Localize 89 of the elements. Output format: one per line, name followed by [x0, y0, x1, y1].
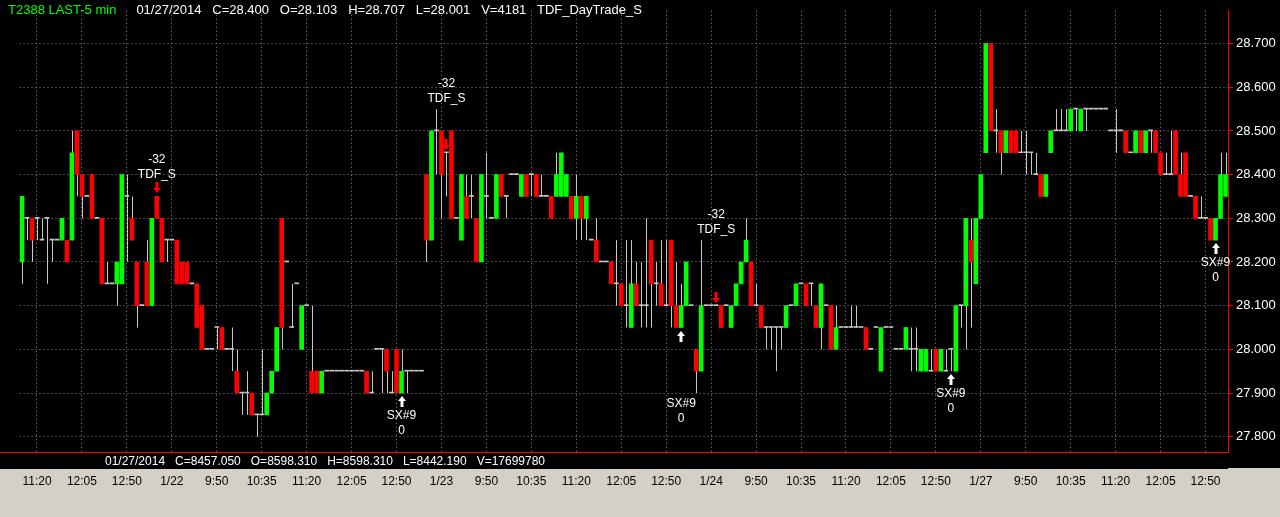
candlestick	[34, 216, 40, 241]
candlestick	[943, 348, 949, 372]
x-tick-label: 1/22	[160, 473, 184, 488]
x-tick-label: 12:50	[920, 473, 952, 488]
y-tick-label: 28.000	[1236, 340, 1276, 356]
x-tick-label: 12:05	[66, 473, 98, 488]
y-tick-label: 28.500	[1236, 122, 1276, 138]
x-tick-label: 1/23	[429, 473, 454, 488]
x-tick-label: 11:20	[1101, 473, 1131, 488]
y-tick-label: 27.800	[1236, 428, 1276, 444]
text: SX#9 0	[936, 386, 966, 416]
candlestick	[643, 217, 649, 328]
x-tick-label: 10:35	[246, 473, 278, 488]
candlestick	[104, 261, 110, 285]
candlestick	[653, 261, 659, 307]
x-tick-label: 12:05	[1145, 473, 1176, 488]
candlestick	[853, 305, 859, 328]
candlestick	[568, 195, 574, 219]
candlestick	[549, 195, 554, 219]
x-tick-label: 10:35	[1055, 473, 1087, 488]
x-tick-label: 12:50	[111, 473, 143, 488]
candlestick	[234, 348, 240, 394]
y-tick-label: 28.200	[1236, 253, 1276, 269]
candlestick	[768, 326, 774, 350]
x-tick-label: 12:05	[336, 473, 367, 488]
text: SX#9 0	[666, 396, 696, 426]
candlestick	[663, 239, 669, 307]
text: -32 TDF_S	[137, 151, 176, 181]
x-tick-label: 11:20	[561, 473, 592, 488]
y-tick-label: 28.400	[1236, 166, 1276, 182]
candlestick	[504, 195, 509, 219]
candlestick	[444, 151, 449, 197]
x-tick-label: 11:20	[831, 473, 861, 488]
candlestick	[783, 305, 789, 328]
y-tick-label: 28.600	[1236, 78, 1276, 94]
text: 01/27/2014 C=8457.050 O=8598.310 H=8598.310 L=8442.190 V=17699780	[105, 454, 546, 468]
candlestick	[808, 282, 814, 307]
x-tick-label: 12:50	[651, 473, 682, 488]
x-tick-label: 9:50	[474, 473, 499, 488]
candlestick	[1043, 174, 1049, 197]
x-tick-label: 9:50	[744, 473, 769, 488]
candlestick	[958, 304, 964, 328]
candlestick	[913, 327, 919, 372]
candlestick	[758, 305, 764, 328]
candlestick	[928, 348, 934, 372]
x-tick-label: 11:20	[292, 473, 322, 488]
candlestick	[948, 348, 954, 372]
x-tick-label: 10:35	[516, 473, 547, 488]
candlestick	[124, 174, 130, 263]
candlestick	[583, 195, 589, 241]
x-tick-label: 11:20	[22, 473, 52, 488]
x-tick-label: 12:50	[1190, 473, 1221, 488]
y-tick-label: 28.100	[1236, 297, 1276, 313]
candlestick	[578, 195, 584, 241]
text: -32 TDF_S	[697, 207, 736, 237]
chart-subtitle: 01/27/2014 C=28.400 O=28.103 H=28.707 L=28.001 V=4181 TDF_DayTrade_S	[136, 2, 642, 17]
candlestick	[763, 326, 769, 350]
candlestick	[44, 216, 50, 285]
chart-title: T2388 LAST-5 min	[8, 2, 117, 17]
candlestick	[573, 174, 579, 241]
candlestick	[529, 173, 534, 197]
text: -32 TDF_S	[427, 76, 466, 106]
y-tick-label: 28.700	[1236, 35, 1276, 51]
y-tick-label: 28.300	[1236, 209, 1276, 225]
x-tick-label: 1/27	[969, 473, 993, 488]
candlestick	[623, 239, 629, 328]
x-tick-label: 10:35	[786, 473, 817, 488]
candlestick	[773, 326, 779, 372]
candlestick	[968, 217, 974, 328]
candlestick	[249, 392, 255, 416]
candlestick	[264, 392, 270, 416]
candlestick	[24, 216, 30, 241]
candlestick	[618, 283, 624, 307]
candlestick	[289, 283, 294, 328]
x-tick-label: 12:05	[875, 473, 907, 488]
text: SX#9 0	[386, 408, 417, 438]
candlestick	[778, 326, 784, 350]
candlestick	[908, 327, 914, 372]
x-tick-label: 9:50	[205, 473, 229, 488]
y-tick-label: 27.900	[1236, 384, 1276, 400]
x-tick-label: 12:05	[606, 473, 637, 488]
candlestick	[64, 239, 70, 263]
candlestick	[813, 305, 819, 328]
x-tick-label: 1/24	[699, 473, 724, 488]
candlestick	[484, 152, 489, 219]
x-tick-label: 12:50	[381, 473, 412, 488]
candlestick	[469, 174, 474, 219]
x-tick-label: 9:50	[1014, 473, 1038, 488]
candlestick	[753, 283, 759, 307]
